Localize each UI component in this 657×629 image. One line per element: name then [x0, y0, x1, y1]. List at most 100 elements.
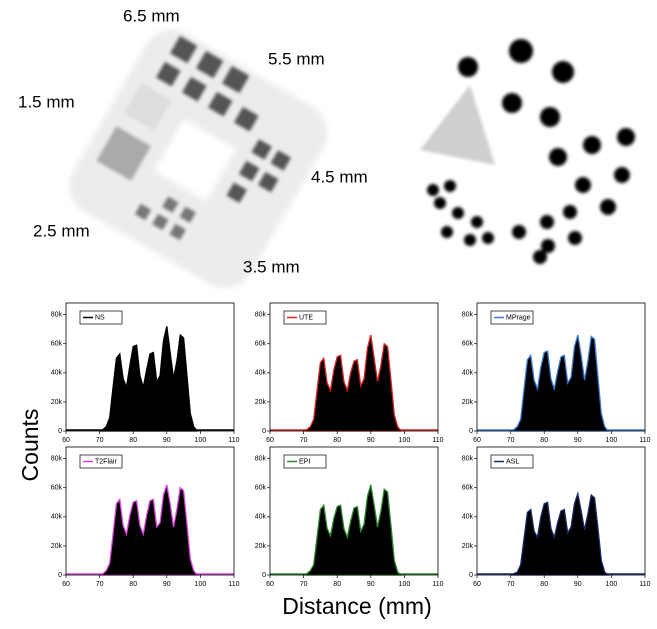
size-label: 4.5 mm [311, 167, 368, 186]
legend-box [490, 454, 534, 469]
x-tick-label: 60 [266, 581, 274, 588]
area [303, 484, 403, 576]
legend-box [283, 310, 327, 325]
y-tick-label: 20k [462, 543, 474, 550]
y-tick-label: 0 [469, 428, 473, 435]
plot-frame [476, 302, 646, 432]
x-tick-label: 100 [606, 581, 618, 588]
phantom-image-left [69, 30, 328, 289]
y-tick-label: 40k [462, 370, 474, 377]
y-tick-label: 60k [462, 485, 474, 492]
y-tick-label: 80k [255, 455, 267, 462]
legend-box [490, 310, 534, 325]
x-tick-label: 110 [432, 437, 443, 444]
x-tick-label: 80 [333, 581, 341, 588]
y-tick-label: 40k [255, 514, 267, 521]
legend-label: UTE [299, 314, 313, 321]
size-label: 6.5 mm [123, 6, 180, 25]
x-tick-label: 90 [574, 437, 582, 444]
y-axis-label: Counts [17, 409, 43, 482]
x-tick-label: 110 [432, 581, 443, 588]
x-tick-label: 80 [129, 581, 137, 588]
x-tick-label: 60 [62, 581, 70, 588]
y-tick-label: 0 [262, 572, 266, 579]
phantom-image-right [420, 39, 635, 264]
legend-label: EPI [299, 458, 310, 465]
y-tick-label: 20k [255, 543, 267, 550]
area [510, 490, 610, 576]
x-tick-label: 70 [507, 581, 515, 588]
size-label: 3.5 mm [243, 257, 300, 276]
x-tick-label: 80 [129, 437, 137, 444]
x-tick-label: 60 [473, 437, 481, 444]
y-tick-label: 80k [51, 455, 63, 462]
y-tick-label: 40k [51, 370, 63, 377]
x-tick-label: 100 [606, 437, 618, 444]
y-tick-label: 60k [255, 341, 267, 348]
y-tick-label: 0 [58, 572, 62, 579]
plot-frame [269, 446, 439, 576]
y-tick-label: 40k [51, 514, 63, 521]
y-tick-label: 20k [51, 543, 63, 550]
x-tick-label: 90 [367, 437, 375, 444]
x-tick-label: 60 [473, 581, 481, 588]
y-tick-label: 60k [255, 485, 267, 492]
y-tick-label: 0 [262, 428, 266, 435]
x-tick-label: 70 [300, 437, 308, 444]
x-tick-label: 110 [228, 437, 239, 444]
x-tick-label: 90 [163, 581, 171, 588]
x-tick-label: 60 [266, 437, 274, 444]
x-tick-label: 80 [540, 437, 548, 444]
size-label: 1.5 mm [18, 92, 75, 111]
area [510, 334, 610, 432]
y-tick-label: 60k [51, 485, 63, 492]
x-tick-label: 90 [574, 581, 582, 588]
x-tick-label: 90 [367, 581, 375, 588]
plot-frame [65, 302, 235, 432]
y-tick-label: 80k [462, 455, 474, 462]
y-tick-label: 80k [462, 311, 474, 318]
x-tick-label: 110 [639, 437, 650, 444]
x-tick-label: 70 [96, 437, 104, 444]
legend-box [79, 454, 123, 469]
x-tick-label: 100 [399, 437, 411, 444]
x-tick-label: 100 [399, 581, 411, 588]
legend-label: T2Flair [95, 458, 117, 465]
y-tick-label: 60k [462, 341, 474, 348]
plot-frame [476, 446, 646, 576]
y-tick-label: 40k [462, 514, 474, 521]
x-tick-label: 70 [300, 581, 308, 588]
plot-frame [269, 302, 439, 432]
y-tick-label: 0 [58, 428, 62, 435]
legend-label: ASL [506, 458, 519, 465]
legend-label: NS [95, 314, 105, 321]
x-tick-label: 70 [96, 581, 104, 588]
legend-label: MPrage [506, 314, 531, 321]
y-tick-label: 80k [255, 311, 267, 318]
legend-box [79, 310, 123, 325]
x-tick-label: 90 [163, 437, 171, 444]
y-tick-label: 40k [255, 370, 267, 377]
x-axis-label: Distance (mm) [282, 593, 432, 619]
x-tick-label: 80 [540, 581, 548, 588]
area [99, 484, 199, 576]
size-label: 5.5 mm [268, 49, 325, 68]
y-tick-label: 0 [469, 572, 473, 579]
x-tick-label: 110 [639, 581, 650, 588]
x-tick-label: 80 [333, 437, 341, 444]
area [303, 334, 403, 432]
plot-frame [65, 446, 235, 576]
area [99, 326, 199, 432]
y-tick-label: 20k [51, 399, 63, 406]
y-tick-label: 20k [255, 399, 267, 406]
y-tick-label: 80k [51, 311, 63, 318]
size-label: 2.5 mm [33, 221, 90, 240]
x-tick-label: 100 [195, 437, 207, 444]
legend-box [283, 454, 327, 469]
x-tick-label: 110 [228, 581, 239, 588]
x-tick-label: 100 [195, 581, 207, 588]
y-tick-label: 60k [51, 341, 63, 348]
y-tick-label: 20k [462, 399, 474, 406]
x-tick-label: 60 [62, 437, 70, 444]
